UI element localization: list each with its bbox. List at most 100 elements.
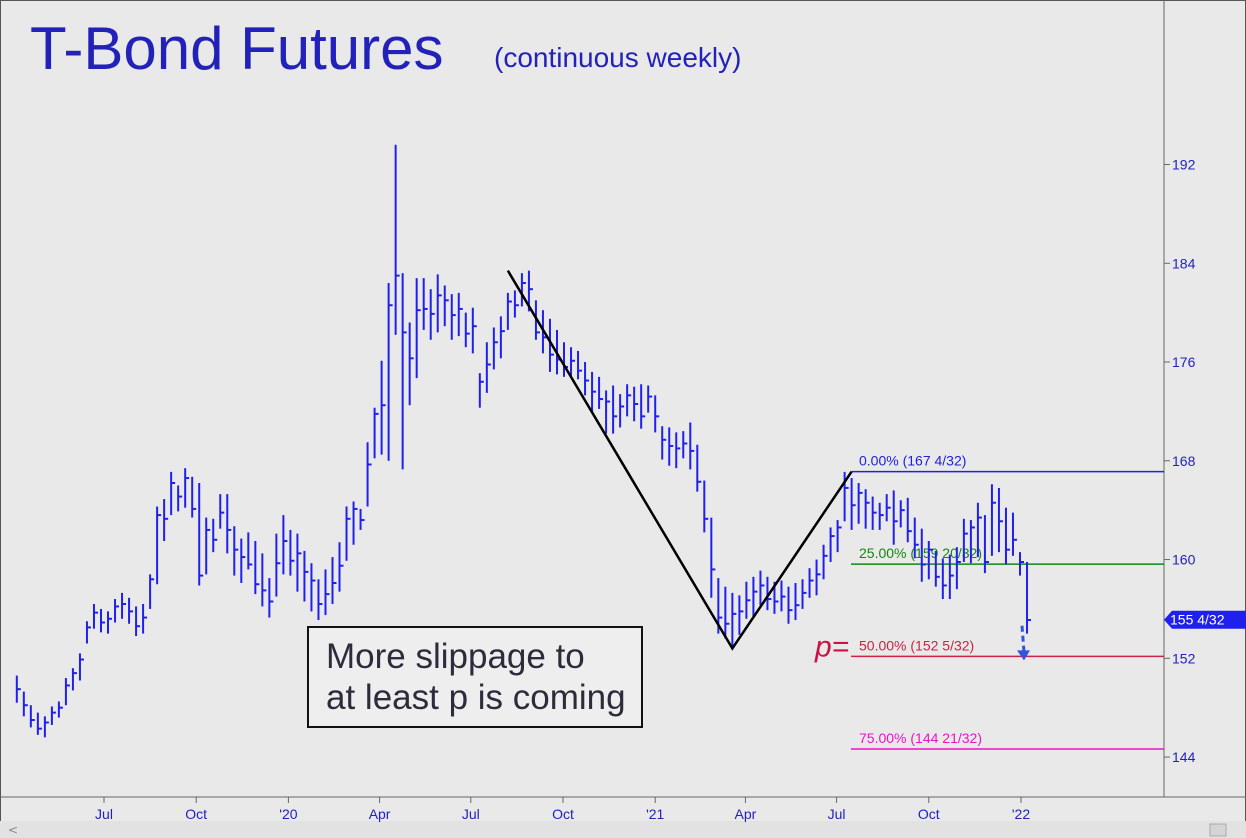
ohlc-bar bbox=[724, 586, 730, 639]
ohlc-bar bbox=[752, 576, 758, 617]
annotation-line-1: More slippage to bbox=[326, 637, 585, 676]
ohlc-bar bbox=[864, 489, 870, 529]
ohlc-bar bbox=[633, 386, 639, 422]
ohlc-bar bbox=[997, 487, 1003, 553]
y-tick-label: 152 bbox=[1172, 650, 1196, 666]
ohlc-bar bbox=[801, 579, 807, 609]
scrollbar-track bbox=[0, 821, 1246, 838]
ohlc-bar bbox=[422, 278, 428, 330]
ohlc-bar bbox=[142, 603, 148, 634]
ohlc-bar bbox=[829, 527, 835, 563]
abc-pattern bbox=[506, 270, 1030, 661]
ohlc-bar bbox=[471, 307, 477, 354]
ohlc-bar bbox=[387, 283, 393, 461]
ohlc-bar bbox=[331, 557, 337, 604]
ohlc-bar bbox=[366, 442, 372, 507]
y-tick-label: 160 bbox=[1172, 552, 1196, 568]
y-tick-label: 168 bbox=[1172, 453, 1196, 469]
ohlc-bar bbox=[850, 478, 856, 530]
ohlc-bar bbox=[443, 285, 449, 327]
ohlc-bar bbox=[759, 570, 765, 606]
x-tick-label: '22 bbox=[1012, 806, 1030, 822]
ohlc-bar bbox=[703, 480, 709, 533]
x-tick-label: '21 bbox=[646, 806, 664, 822]
ohlc-bar bbox=[492, 327, 498, 370]
ohlc-bar bbox=[485, 342, 491, 393]
ohlc-bar bbox=[71, 668, 77, 691]
ohlc-bar bbox=[36, 712, 42, 735]
ohlc-bar bbox=[85, 621, 91, 644]
ohlc-bar bbox=[282, 515, 288, 575]
ohlc-bar bbox=[626, 384, 632, 417]
ohlc-bar bbox=[163, 499, 169, 542]
ohlc-bar bbox=[577, 350, 583, 380]
fib-level-label: 50.00% (152 5/32) bbox=[859, 637, 974, 653]
annotation-line-2: at least p is coming bbox=[326, 678, 626, 717]
ohlc-bar bbox=[99, 608, 105, 633]
ohlc-bar bbox=[429, 289, 435, 340]
x-tick-label: Oct bbox=[185, 806, 207, 822]
ohlc-bar bbox=[317, 579, 323, 621]
ohlc-bar bbox=[962, 518, 968, 563]
x-tick-label: Jul bbox=[95, 806, 113, 822]
ohlc-bar bbox=[450, 294, 456, 340]
ohlc-bar bbox=[794, 582, 800, 621]
y-tick-label: 184 bbox=[1172, 255, 1196, 271]
ohlc-bar bbox=[29, 705, 35, 728]
ohlc-bar bbox=[394, 144, 400, 335]
ohlc-bar bbox=[457, 292, 463, 337]
ohlc-bar bbox=[247, 532, 253, 570]
ohlc-bar bbox=[156, 506, 162, 585]
ohlc-bars bbox=[15, 144, 1032, 738]
fib-level-label: 25.00% (159 20/32) bbox=[859, 545, 982, 561]
ohlc-bar bbox=[373, 407, 379, 459]
x-tick-label: Jul bbox=[462, 806, 480, 822]
ohlc-bar bbox=[50, 706, 56, 725]
resize-grip bbox=[1209, 823, 1227, 837]
y-tick-label: 192 bbox=[1172, 157, 1196, 173]
x-tick-label: Jul bbox=[828, 806, 846, 822]
ohlc-bar bbox=[906, 497, 912, 543]
fib-level-label: 0.00% (167 4/32) bbox=[859, 453, 966, 469]
ohlc-bar bbox=[303, 550, 309, 602]
x-tick-label: Apr bbox=[369, 806, 391, 822]
ohlc-bar bbox=[43, 716, 49, 738]
ohlc-bar bbox=[766, 576, 772, 611]
ohlc-bar bbox=[513, 290, 519, 318]
ohlc-bar bbox=[57, 701, 63, 718]
ohlc-bar bbox=[261, 553, 267, 607]
ohlc-bar bbox=[570, 347, 576, 376]
ohlc-bar bbox=[976, 502, 982, 558]
ohlc-bar bbox=[612, 385, 618, 434]
ohlc-bar bbox=[808, 568, 814, 598]
ohlc-bar bbox=[268, 578, 274, 618]
ohlc-bar bbox=[499, 316, 505, 359]
ohlc-bar bbox=[1004, 507, 1010, 565]
ohlc-bar bbox=[128, 597, 134, 624]
ohlc-bar bbox=[654, 395, 660, 433]
ohlc-bar bbox=[731, 592, 737, 649]
ohlc-bar bbox=[464, 312, 470, 348]
ohlc-bar bbox=[710, 517, 716, 598]
ohlc-bar bbox=[64, 678, 70, 706]
ohlc-bar bbox=[990, 484, 996, 556]
y-tick-label: 176 bbox=[1172, 354, 1196, 370]
ohlc-bar bbox=[226, 494, 232, 554]
x-tick-label: Apr bbox=[735, 806, 757, 822]
ohlc-bar bbox=[310, 563, 316, 612]
ohlc-bar bbox=[955, 547, 961, 590]
ohlc-bar bbox=[254, 541, 260, 595]
ohlc-bar bbox=[92, 603, 98, 629]
ohlc-bar bbox=[871, 496, 877, 530]
ohlc-bar bbox=[121, 592, 127, 619]
ohlc-bar bbox=[661, 426, 667, 460]
annotation-box: More slippage to at least p is coming bbox=[307, 626, 643, 728]
ohlc-bar bbox=[233, 526, 239, 576]
projection-arrow-head bbox=[1016, 650, 1030, 661]
ohlc-bar bbox=[822, 544, 828, 580]
ohlc-bar bbox=[927, 541, 933, 580]
abc-zigzag-line bbox=[506, 270, 853, 651]
ohlc-bar bbox=[878, 502, 884, 530]
ohlc-bar bbox=[941, 558, 947, 600]
